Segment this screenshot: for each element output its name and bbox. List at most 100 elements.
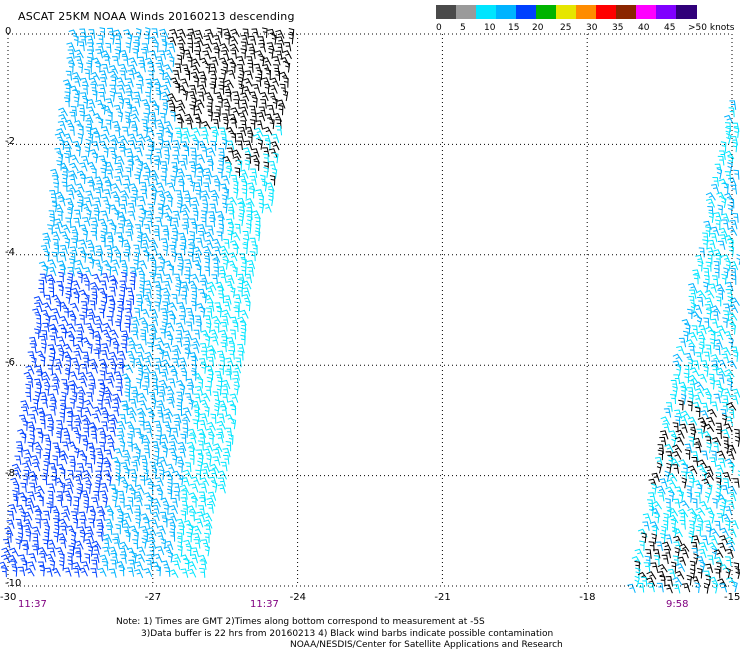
wind-barb: [242, 86, 251, 96]
wind-barb: [135, 518, 141, 529]
wind-barb: [678, 337, 687, 348]
wind-barb: [709, 576, 719, 586]
wind-barb: [78, 371, 88, 381]
wind-barb: [650, 562, 659, 572]
wind-barb: [164, 153, 170, 165]
wind-barb: [186, 378, 195, 389]
wind-barb: [194, 385, 204, 396]
wind-barb: [225, 162, 233, 172]
wind-barb: [252, 244, 258, 255]
wind-barb: [697, 260, 703, 272]
wind-barb: [167, 131, 174, 143]
wind-barb: [154, 420, 162, 431]
wind-barb: [89, 427, 98, 437]
wind-barb: [134, 307, 141, 318]
wind-barb: [103, 469, 112, 480]
wind-barb: [230, 107, 240, 117]
wind-barb: [150, 194, 157, 206]
wind-barb: [187, 28, 196, 38]
wind-barb: [96, 462, 103, 473]
wind-barb: [143, 224, 151, 234]
wind-barb: [206, 147, 216, 157]
wind-barb: [126, 103, 133, 115]
wind-barb: [232, 364, 242, 374]
wind-barb: [124, 378, 131, 388]
wind-barb: [255, 76, 262, 87]
wind-barb: [56, 280, 64, 291]
wind-barb: [126, 547, 136, 557]
wind-barb: [160, 434, 169, 444]
wind-barb: [95, 99, 105, 109]
wind-barb: [171, 217, 179, 228]
wind-barb: [687, 387, 694, 397]
wind-barb: [732, 351, 739, 362]
wind-barb: [68, 545, 74, 556]
wind-barb: [671, 435, 677, 447]
wind-barb: [714, 568, 721, 579]
wind-barb: [180, 497, 188, 507]
wind-barb: [48, 355, 55, 367]
wind-barb: [227, 229, 233, 241]
wind-barb: [155, 337, 165, 347]
wind-barb: [79, 224, 88, 234]
wind-barb: [200, 329, 210, 339]
wind-barb: [58, 107, 68, 117]
wind-barb: [27, 351, 36, 361]
wind-barb: [256, 69, 263, 81]
wind-barb: [136, 546, 146, 556]
wind-barb: [134, 491, 143, 501]
wind-barb: [176, 168, 185, 178]
wind-barb: [137, 413, 145, 423]
wind-barb: [146, 127, 155, 137]
wind-barb: [168, 441, 177, 451]
wind-barb: [719, 535, 729, 545]
wind-barb: [104, 392, 112, 403]
wind-barb: [245, 70, 253, 80]
wind-barb: [73, 447, 80, 459]
wind-barb: [112, 393, 122, 403]
wind-barb: [21, 462, 32, 472]
wind-barb: [237, 343, 245, 354]
wind-barb: [217, 484, 226, 494]
wind-barb: [190, 273, 200, 283]
wind-barb: [161, 84, 171, 94]
wind-barb: [136, 133, 146, 143]
wind-barb: [96, 183, 104, 193]
wind-barb: [138, 369, 144, 381]
wind-barb: [272, 98, 278, 109]
wind-barb: [138, 216, 144, 228]
wind-barb: [143, 448, 150, 459]
wind-barb: [110, 266, 119, 276]
wind-barb: [177, 196, 183, 207]
wind-barb: [199, 567, 206, 578]
wind-barb: [156, 190, 166, 200]
wind-barb: [715, 296, 722, 307]
wind-barb: [725, 288, 733, 299]
wind-barb: [182, 504, 188, 515]
wind-barb: [71, 71, 82, 81]
wind-barb: [49, 462, 57, 473]
wind-barb: [34, 391, 41, 402]
wind-barb: [715, 491, 721, 503]
wind-barb: [180, 238, 187, 249]
wind-barb: [108, 427, 116, 437]
wind-barb: [705, 416, 716, 426]
wind-barb: [732, 478, 740, 488]
wind-barb: [162, 126, 173, 136]
wind-barb: [40, 309, 50, 319]
wind-barb: [180, 141, 189, 151]
wind-barb: [127, 433, 133, 444]
wind-barb: [105, 265, 112, 276]
wind-barb: [238, 83, 244, 95]
wind-barb: [237, 278, 244, 290]
wind-barb: [96, 531, 103, 542]
wind-barb: [220, 461, 228, 472]
wind-barb: [49, 216, 55, 227]
wind-barb: [163, 64, 173, 73]
wind-barb: [196, 175, 203, 186]
wind-barb: [71, 511, 78, 522]
wind-barb: [164, 273, 173, 284]
wind-barb: [233, 294, 242, 304]
wind-barb: [724, 520, 731, 531]
wind-barb: [182, 127, 191, 137]
